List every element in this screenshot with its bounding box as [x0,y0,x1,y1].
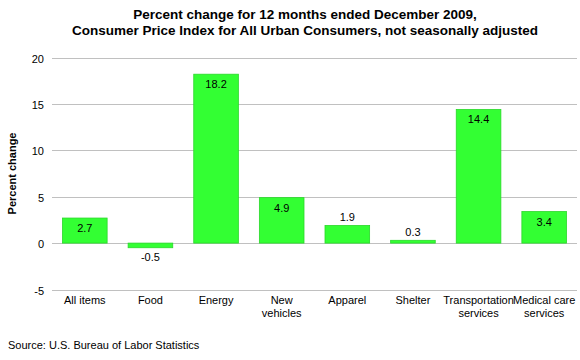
title-line: Consumer Price Index for All Urban Consu… [72,23,538,38]
chart-container: Percent change for 12 months ended Decem… [0,0,580,360]
bar [194,74,239,243]
x-tick-label: Newvehicles [262,294,302,319]
y-tick-label: 15 [32,99,44,111]
x-tick-label: All items [64,294,106,306]
bar [456,109,501,243]
x-tick-label: Shelter [396,294,431,306]
bar [63,218,108,243]
x-tick-label-line: All items [64,294,106,306]
grid-line [52,58,577,59]
x-tick-label-line: Shelter [396,294,431,306]
data-label: 0.3 [405,226,420,238]
x-tick-label-line: Transportation [443,294,514,306]
bar [522,212,567,244]
bar [259,198,304,243]
data-label: 4.9 [274,202,289,214]
y-tick-label: 0 [38,238,44,250]
bar [128,243,173,248]
x-tick-label: Medical careservices [513,294,575,319]
x-tick-label-line: New [271,294,293,306]
x-tick-label-line: Food [138,294,163,306]
x-tick-label-line: services [458,307,499,319]
data-labels: 2.7 -0.5 18.2 4.9 1.9 0.3 14.4 3.4 [77,78,552,263]
bar [391,240,436,243]
x-tick-label-line: Apparel [328,294,366,306]
x-tick-label: Transportationservices [443,294,514,319]
data-label: 14.4 [468,113,489,125]
x-tick-labels: All items Food Energy Newvehicles Apparel She… [64,294,575,319]
grid [52,59,577,291]
y-tick-label: 5 [38,192,44,204]
x-tick-label-line: Energy [199,294,234,306]
x-tick-label: Apparel [328,294,366,306]
y-tick-label: 10 [32,145,44,157]
x-tick-label-line: services [524,307,565,319]
y-tick-label: 20 [32,53,44,65]
x-tick-label: Food [138,294,163,306]
data-label: -0.5 [141,251,160,263]
y-tick-label: -5 [34,285,44,297]
x-tick-label-line: Medical care [513,294,575,306]
bar [325,225,370,243]
data-label: 3.4 [537,216,552,228]
grid-line [52,104,577,105]
title: Percent change for 12 months ended Decem… [72,7,538,38]
title-line: Percent change for 12 months ended Decem… [133,7,477,22]
grid-line [52,290,577,291]
data-label: 1.9 [340,211,355,223]
x-tick-label: Energy [199,294,234,306]
x-tick-label-line: vehicles [262,307,302,319]
data-label: 18.2 [205,78,226,90]
chart-svg: Percent change for 12 months ended Decem… [0,0,580,360]
source-note: Source: U.S. Bureau of Labor Statistics [8,339,200,351]
bars [63,74,567,248]
data-label: 2.7 [77,222,92,234]
y-axis-label: Percent change [6,133,18,215]
